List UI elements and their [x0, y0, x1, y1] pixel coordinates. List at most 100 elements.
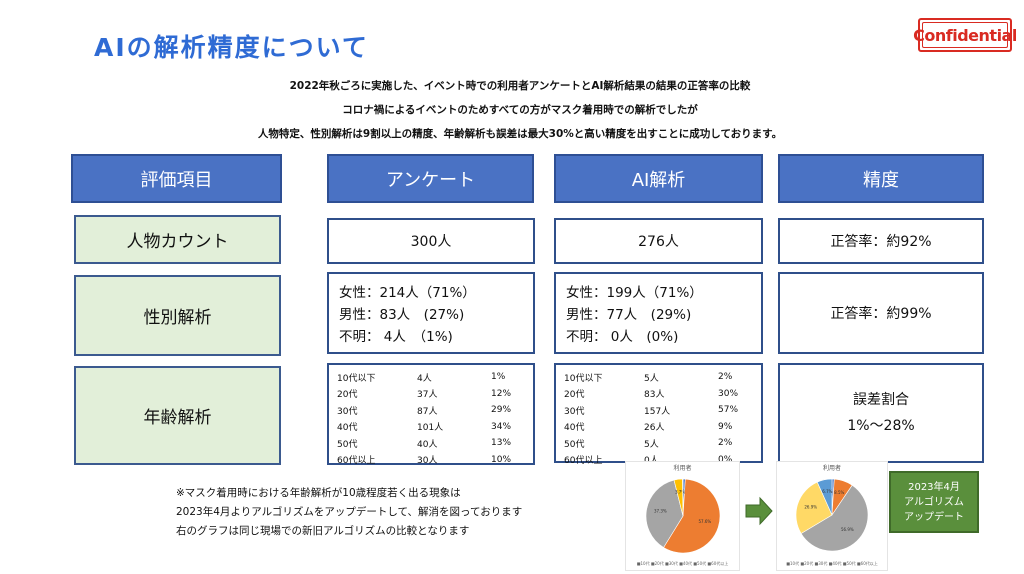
age-count: 5人	[644, 373, 659, 384]
age-row: 10代以下 5人 2%	[564, 369, 758, 386]
note-line: 2023年4月よりアルゴリズムをアップデートして、解消を図っております	[176, 506, 523, 518]
survey-gender: 女性：214人（71%） 男性：83人 (27%) 不明： 4人 （1%)	[327, 272, 535, 354]
age-percent: 2%	[718, 372, 733, 383]
age-count: 101人	[417, 423, 444, 434]
age-percent: 12%	[491, 388, 512, 399]
age-row: 50代 5人 2%	[564, 435, 758, 452]
arrow-right-icon	[745, 496, 773, 526]
row-label-gender: 性別解析	[74, 275, 281, 356]
pie-chart: 1.2% 57.6% 37.3% 3.7%	[645, 478, 721, 554]
gender-line: 男性：77人 (29%)	[566, 307, 692, 323]
accuracy-age: 誤差割合 1%〜28%	[778, 363, 984, 463]
pie-title: 利用者	[673, 465, 692, 472]
age-group: 30代	[564, 406, 585, 417]
summary-line: 人物特定、性別解析は9割以上の精度、年齢解析も誤差は最大30%と高い精度を出すこ…	[257, 128, 783, 140]
pie-legend: ■10代 ■20代 ■30代 ■40代 ■50代 ■60代以上	[636, 561, 729, 566]
age-accuracy-title: 誤差割合	[853, 392, 909, 408]
age-count: 37人	[417, 390, 438, 401]
age-percent: 2%	[718, 438, 733, 449]
update-line: アルゴリズム	[904, 496, 964, 508]
summary: 2022年秋ごろに実施した、イベント時での利用者アンケートとAI解析結果の結果の…	[200, 74, 840, 146]
age-group: 40代	[564, 423, 585, 434]
age-group: 30代	[337, 406, 358, 417]
survey-count: 300人	[327, 218, 535, 264]
header-item: 評価項目	[71, 154, 282, 203]
pie-title: 利用者	[822, 465, 841, 472]
gender-line: 男性：83人 (27%)	[339, 307, 465, 323]
page-title: AIの解析精度について	[94, 33, 369, 62]
age-percent: 13%	[491, 438, 512, 449]
accuracy-gender: 正答率：約99%	[778, 272, 984, 354]
note-line: 右のグラフは同じ現場での新旧アルゴリズムの比較となります	[176, 525, 470, 537]
pie-chart: 8.5% 56.9% 26.9% 6.7%	[795, 478, 869, 552]
summary-line: 2022年秋ごろに実施した、イベント時での利用者アンケートとAI解析結果の結果の…	[289, 80, 751, 92]
age-row: 30代 157人 57%	[564, 402, 758, 419]
pie-slice	[663, 478, 721, 554]
ai-count: 276人	[554, 218, 763, 264]
age-count: 4人	[417, 373, 432, 384]
pie-slice-label: 57.6%	[699, 519, 712, 524]
age-accuracy-value: 1%〜28%	[847, 418, 915, 434]
pie-slice-label: 8.5%	[834, 490, 844, 495]
age-row: 50代 40人 13%	[337, 435, 531, 452]
pie-slice-label: 6.7%	[822, 489, 832, 494]
age-group: 20代	[564, 390, 585, 401]
gender-line: 女性：199人（71%）	[566, 285, 703, 301]
age-row: 20代 83人 30%	[564, 386, 758, 403]
age-percent: 30%	[718, 388, 739, 399]
note-line: ※マスク着用時における年齢解析が10歳程度若く出る現象は	[176, 487, 461, 499]
age-count: 5人	[644, 439, 659, 450]
header-accuracy: 精度	[778, 154, 984, 203]
age-group: 10代以下	[337, 373, 376, 384]
age-percent: 10%	[491, 454, 512, 465]
accuracy-count: 正答率：約92%	[778, 218, 984, 264]
header-survey: アンケート	[327, 154, 534, 203]
age-group: 40代	[337, 423, 358, 434]
gender-line: 不明： 4人 （1%)	[339, 329, 453, 345]
age-percent: 57%	[718, 405, 739, 416]
row-label-count: 人物カウント	[74, 215, 281, 264]
age-row: 60代以上 30人 10%	[337, 452, 531, 469]
age-count: 26人	[644, 423, 665, 434]
gender-line: 女性：214人（71%）	[339, 285, 476, 301]
header-ai: AI解析	[554, 154, 763, 203]
age-percent: 0%	[718, 454, 733, 465]
age-row: 30代 87人 29%	[337, 402, 531, 419]
pie-slice-label: 56.9%	[841, 527, 854, 532]
age-percent: 1%	[491, 372, 506, 383]
update-badge: 2023年4月 アルゴリズム アップデート	[889, 471, 979, 533]
update-line: 2023年4月	[908, 481, 960, 493]
age-table: 10代以下 5人 2% 20代 83人 30% 30代 157人 57% 40代 26人 9% 50代 5…	[564, 369, 758, 468]
ai-age: 10代以下 5人 2% 20代 83人 30% 30代 157人 57% 40代 26人 9% 50代 5…	[554, 363, 763, 466]
age-row: 20代 37人 12%	[337, 386, 531, 403]
pie-legend: ■10代 ■20代 ■30代 ■40代 ■50代 ■60代以上	[786, 561, 878, 566]
confidential-stamp: Confidential	[913, 18, 1017, 52]
age-group: 60代以上	[564, 456, 603, 467]
pie-slice-label: 3.7%	[675, 489, 685, 494]
pie-slice	[816, 478, 833, 516]
gender-line: 不明： 0人 (0%)	[566, 329, 679, 345]
new-algorithm-pie: 利用者 8.5% 56.9% 26.9% 6.7% ■10代 ■20代 ■30代 ■4…	[776, 461, 888, 571]
pie-slice	[645, 479, 684, 548]
ai-gender: 女性：199人（71%） 男性：77人 (29%) 不明： 0人 (0%)	[554, 272, 763, 354]
update-line: アップデート	[904, 511, 964, 523]
age-count: 30人	[417, 456, 438, 467]
survey-age: 10代以下 4人 1% 20代 37人 12% 30代 87人 29% 40代 101人 34% 50代…	[327, 363, 535, 468]
age-group: 10代以下	[564, 373, 603, 384]
age-count: 83人	[644, 390, 665, 401]
age-group: 50代	[337, 439, 358, 450]
age-count: 87人	[417, 406, 438, 417]
age-percent: 9%	[718, 421, 733, 432]
pie-slice-label: 26.9%	[804, 504, 817, 509]
pie-slice-label: 37.3%	[654, 508, 667, 513]
age-row: 40代 101人 34%	[337, 419, 531, 436]
pie-slice-label: 1.2%	[679, 489, 689, 494]
age-row: 10代以下 4人 1%	[337, 369, 531, 386]
age-percent: 34%	[491, 421, 512, 432]
age-table: 10代以下 4人 1% 20代 37人 12% 30代 87人 29% 40代 101人 34% 50代…	[337, 369, 531, 468]
note: ※マスク着用時における年齢解析が10歳程度若く出る現象は 2023年4月よりアル…	[176, 484, 522, 541]
age-group: 50代	[564, 439, 585, 450]
age-group: 20代	[337, 390, 358, 401]
row-label-age: 年齢解析	[74, 366, 281, 465]
age-row: 40代 26人 9%	[564, 419, 758, 436]
